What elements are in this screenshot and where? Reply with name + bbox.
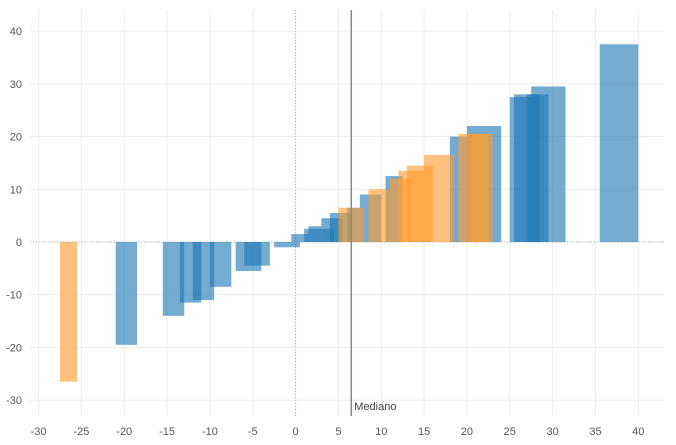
bar-blue [274, 242, 300, 248]
bar-orange [424, 155, 455, 242]
x-tick-label: 20 [461, 426, 473, 438]
bar-orange [368, 189, 390, 242]
x-tick-label: -5 [248, 426, 258, 438]
y-tick-label: -30 [6, 395, 22, 407]
bar-blue [115, 242, 138, 345]
y-tick-label: 0 [16, 237, 22, 249]
y-tick-label: 30 [10, 79, 22, 91]
y-tick-label: -10 [6, 290, 22, 302]
y-axis-ticks: -30 -20 -10 0 10 20 30 40 [6, 26, 22, 407]
bar-orange [466, 133, 493, 242]
bar-blue [308, 226, 322, 242]
y-tick-label: 40 [10, 26, 22, 38]
y-tick-label: 10 [10, 184, 22, 196]
reference-line-group: Mediano [350, 10, 396, 416]
x-tick-label: 25 [504, 426, 516, 438]
x-tick-label: -15 [159, 426, 175, 438]
x-tick-label: 35 [589, 426, 601, 438]
x-tick-label: -25 [73, 426, 89, 438]
bar-blue [209, 242, 232, 287]
x-tick-label: 0 [293, 426, 299, 438]
bar-blue [599, 44, 639, 242]
bars [59, 44, 639, 382]
x-tick-label: 5 [335, 426, 341, 438]
median-label: Mediano [354, 401, 396, 413]
bar-blue [244, 242, 270, 266]
x-tick-label: -30 [31, 426, 47, 438]
bar-orange [59, 242, 78, 382]
y-tick-label: 20 [10, 132, 22, 144]
bar-blue [291, 234, 309, 242]
x-tick-label: -20 [116, 426, 132, 438]
x-tick-label: -10 [202, 426, 218, 438]
x-tick-label: 40 [632, 426, 644, 438]
x-tick-label: 10 [375, 426, 387, 438]
x-axis-ticks: -30 -25 -20 -15 -10 -5 0 5 10 15 20 25 30 35 40 [31, 426, 645, 438]
y-tick-label: -20 [6, 342, 22, 354]
x-tick-label: 15 [418, 426, 430, 438]
bar-blue [531, 86, 566, 242]
x-tick-label: 30 [546, 426, 558, 438]
bar-blue [192, 242, 215, 300]
bar-blue [162, 242, 185, 316]
